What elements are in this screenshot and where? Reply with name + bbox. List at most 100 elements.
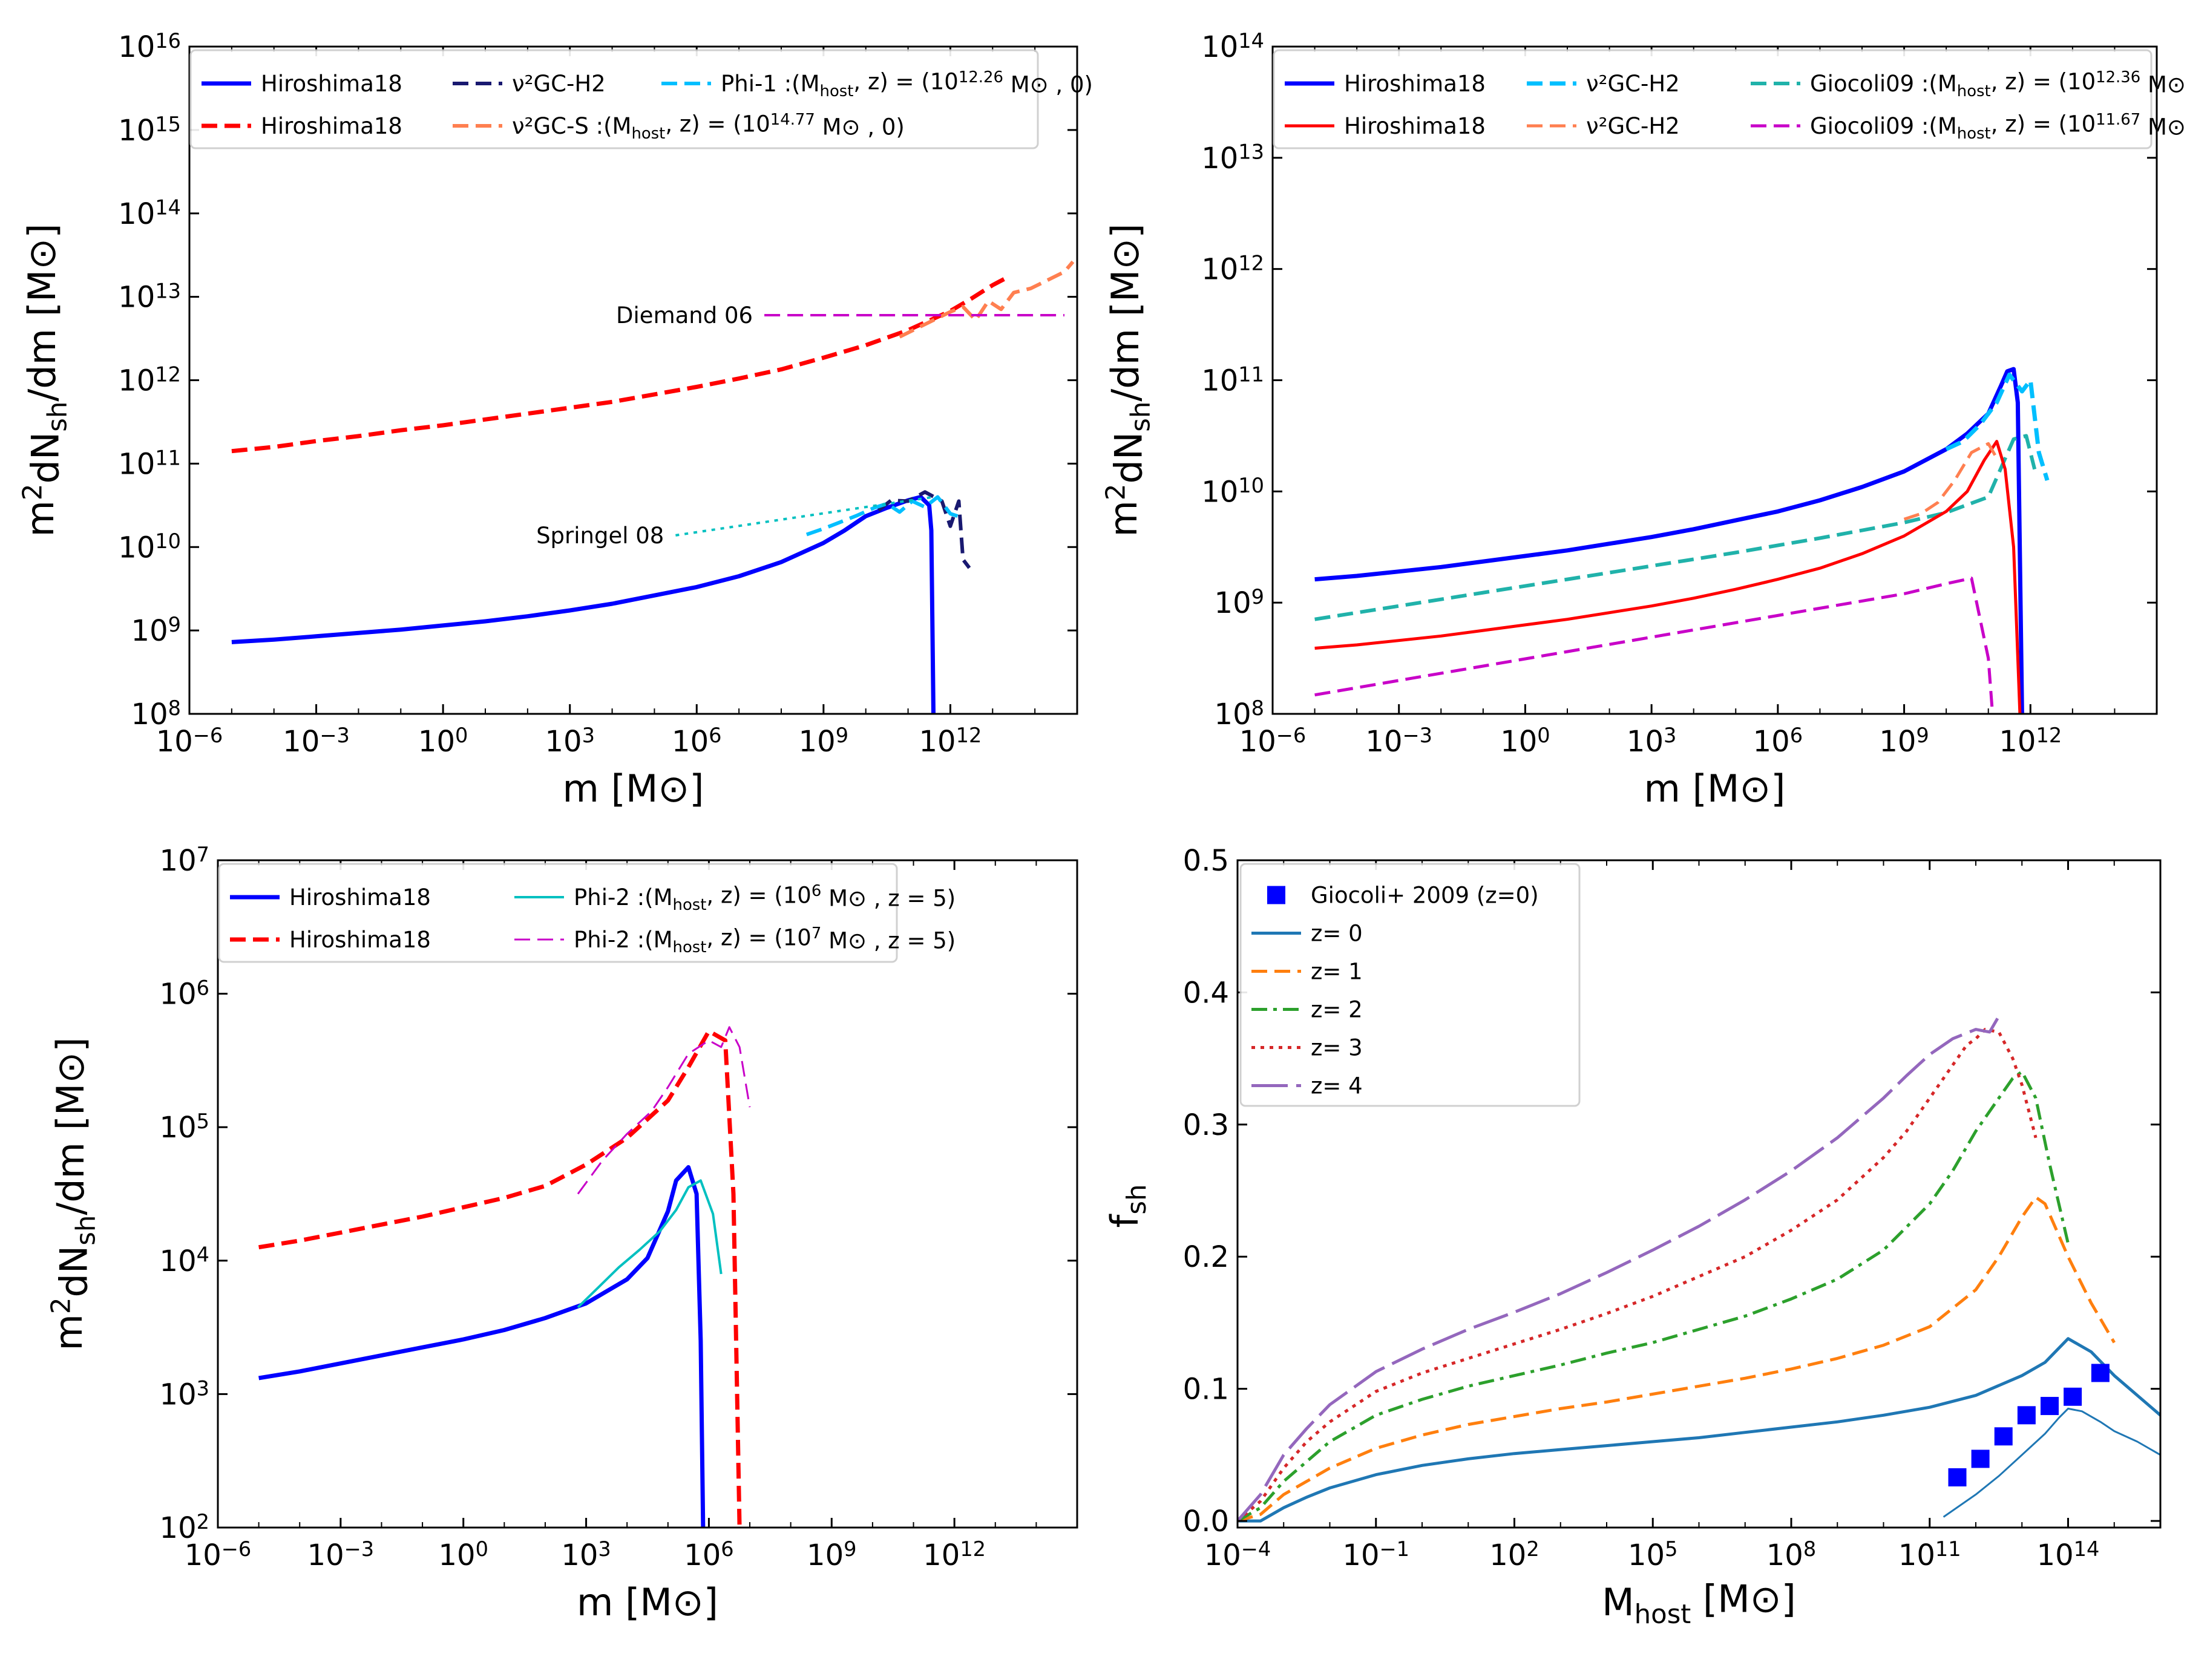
annotation-label: Springel 08: [536, 523, 664, 549]
y-tick-label: 0.5: [1183, 844, 1229, 878]
label-part: 2: [46, 1298, 76, 1315]
label-part: 12.36: [2096, 68, 2140, 87]
series-line: [577, 1179, 723, 1309]
label-part: −6: [193, 724, 223, 747]
label-part: z= 3: [1311, 1035, 1363, 1061]
y-tick-label: 109: [1215, 585, 1264, 620]
label-part: , z) = (10: [853, 69, 958, 95]
label-part: 14: [1238, 29, 1264, 53]
y-tick-label: 1012: [1201, 252, 1264, 287]
y-tick-label: 109: [131, 613, 181, 648]
label-part: host: [673, 896, 707, 914]
label-part: 10: [799, 725, 836, 759]
series-group: [258, 1026, 751, 1528]
label-part: 10: [155, 529, 181, 553]
x-tick-label: 1014: [2037, 1537, 2100, 1572]
label-part: 10: [307, 1538, 344, 1572]
label-part: 12: [2036, 724, 2062, 747]
x-tick-label: 10−1: [1342, 1537, 1409, 1572]
x-tick-label: 103: [1627, 724, 1676, 759]
label-part: Hiroshima18: [289, 884, 431, 910]
label-part: Giocoli09 :(M: [1810, 71, 1957, 97]
label-part: 10: [160, 844, 197, 878]
label-part: 10: [156, 725, 193, 759]
label-part: 10: [118, 364, 155, 398]
x-tick-label: 1012: [1999, 724, 2062, 759]
series-group: [231, 260, 1075, 714]
label-part: −3: [1403, 724, 1433, 747]
legend-label: z= 4: [1311, 1073, 1363, 1099]
series-line: [258, 1028, 742, 1528]
x-tick-label: 10−3: [307, 1537, 375, 1572]
label-part: ν²GC-H2: [512, 71, 606, 97]
label-part: 14.77: [770, 111, 815, 129]
y-tick-label: 104: [160, 1243, 209, 1278]
label-part: Springel 08: [536, 523, 664, 549]
label-part: 0.3: [1183, 1108, 1229, 1142]
legend-label: Giocoli09 :(Mhost, z) = (1011.67 M⊙ , 4): [1810, 111, 2187, 143]
legend-label: Giocoli+ 2009 (z=0): [1311, 883, 1539, 909]
legend-label: Hiroshima18: [1344, 71, 1486, 97]
series-line: [1314, 367, 2024, 714]
data-point-square: [2064, 1387, 2082, 1406]
label-part: 2: [197, 1510, 209, 1534]
series-line: [258, 1165, 706, 1528]
label-part: /dm [M⊙]: [1103, 223, 1147, 401]
label-part: 9: [836, 724, 848, 747]
label-part: 2: [18, 484, 48, 501]
label-part: Hiroshima18: [289, 927, 431, 953]
label-part: 0: [476, 1537, 488, 1561]
x-axis-label: Mhost [M⊙]: [1602, 1577, 1796, 1630]
label-part: , z) = (10: [1991, 69, 2096, 95]
label-part: 6: [709, 724, 721, 747]
label-part: host: [673, 938, 707, 956]
x-tick-label: 10−6: [185, 1537, 252, 1572]
annotation-label: Diemand 06: [616, 302, 753, 328]
x-tick-label: 10−6: [156, 724, 223, 759]
series-line: [1238, 1337, 2160, 1523]
legend-label: z= 3: [1311, 1035, 1363, 1061]
x-tick-label: 1012: [923, 1537, 986, 1572]
series-line: [805, 495, 964, 537]
label-part: 5: [1665, 1537, 1677, 1561]
x-tick-label: 109: [807, 1537, 856, 1572]
y-tick-label: 108: [1215, 696, 1264, 731]
label-part: 15: [155, 113, 181, 136]
y-tick-label: 1010: [118, 529, 181, 564]
label-part: ν²GC-H2: [1586, 71, 1680, 97]
label-part: 10: [160, 978, 197, 1012]
label-part: 3: [1664, 724, 1676, 747]
label-part: −3: [320, 724, 350, 747]
y-axis-label: m2dNsh/dm [M⊙]: [18, 223, 73, 537]
label-part: 9: [1251, 585, 1264, 609]
x-tick-label: 10−6: [1239, 724, 1307, 759]
label-part: 10: [2037, 1538, 2074, 1572]
label-part: −3: [344, 1537, 375, 1561]
label-part: 10: [923, 1538, 960, 1572]
y-tick-label: 108: [131, 696, 181, 731]
legend-label: Phi-2 :(Mhost, z) = (106 M⊙ , z = 5): [574, 882, 956, 914]
label-part: 10: [1204, 1538, 1241, 1572]
y-tick-label: 1013: [118, 279, 181, 315]
legend-box: [218, 863, 898, 963]
label-part: 10: [1489, 1538, 1526, 1572]
y-tick-label: 106: [160, 976, 209, 1011]
label-part: z= 4: [1311, 1073, 1363, 1099]
y-tick-label: 1015: [118, 113, 181, 148]
y-tick-label: 1013: [1201, 140, 1264, 175]
series-group: [1238, 1015, 2160, 1523]
y-axis-label: fsh: [1103, 1185, 1152, 1228]
label-part: 10: [1365, 725, 1402, 759]
label-part: 10: [919, 725, 956, 759]
legend-label: Hiroshima18: [1344, 113, 1486, 139]
label-part: 6: [197, 976, 209, 999]
x-tick-label: 106: [1753, 724, 1803, 759]
label-part: 12: [960, 1537, 986, 1561]
x-tick-label: 10−4: [1204, 1537, 1271, 1572]
label-part: Phi-2 :(M: [574, 927, 673, 953]
label-part: 14: [2074, 1537, 2100, 1561]
label-part: m: [47, 1314, 91, 1350]
label-part: Giocoli+ 2009 (z=0): [1311, 883, 1539, 909]
label-part: 10: [1201, 253, 1238, 287]
